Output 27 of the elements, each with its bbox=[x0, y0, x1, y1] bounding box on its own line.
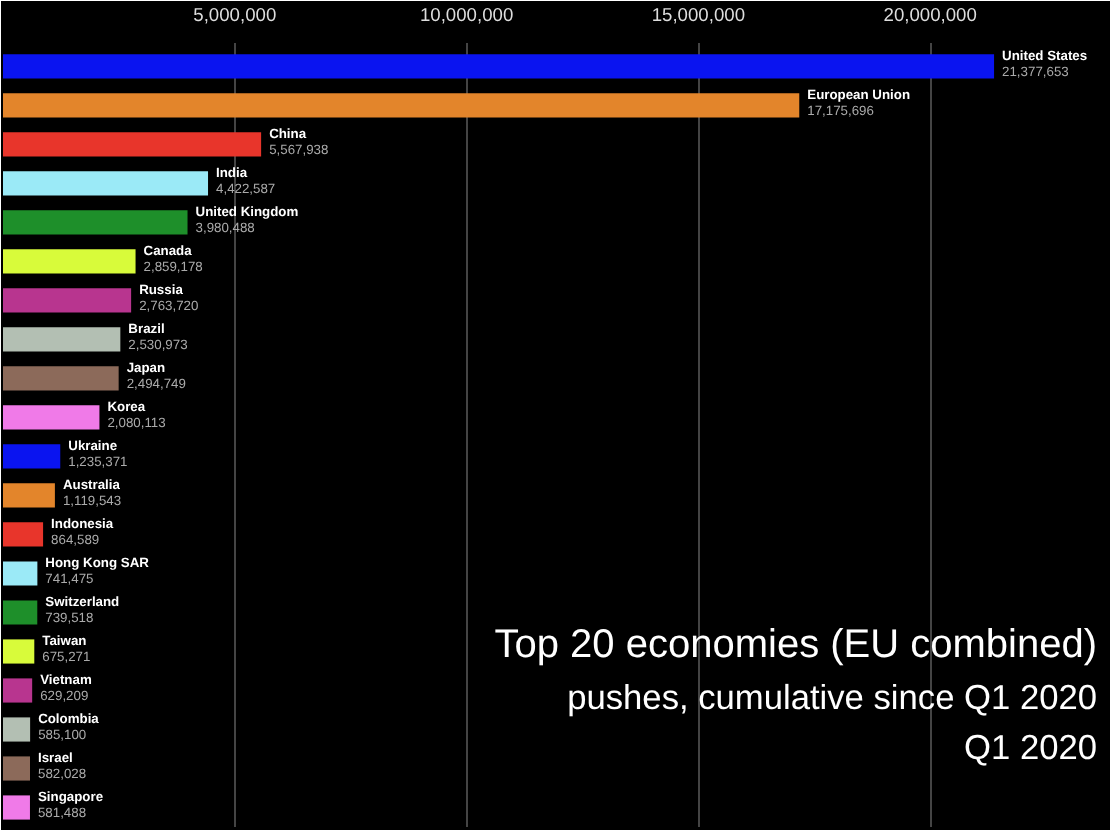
bar bbox=[3, 639, 35, 664]
annotation: Q1 2020 bbox=[964, 727, 1098, 767]
bar bbox=[3, 327, 121, 352]
bar bbox=[3, 795, 30, 820]
bar bbox=[3, 483, 55, 508]
bar bbox=[3, 600, 38, 625]
bar bbox=[3, 522, 44, 547]
bar bbox=[3, 444, 61, 469]
bar bbox=[3, 210, 188, 235]
bar bbox=[3, 93, 800, 118]
bar bbox=[3, 54, 995, 79]
x-tick-label: 5,000,000 bbox=[193, 5, 277, 25]
bar bbox=[3, 405, 100, 430]
bar bbox=[3, 171, 209, 196]
x-tick-label: 15,000,000 bbox=[651, 5, 746, 25]
bar bbox=[3, 561, 38, 586]
bar bbox=[3, 756, 30, 781]
bar bbox=[3, 132, 262, 157]
x-tick-label: 10,000,000 bbox=[419, 5, 514, 25]
bar bbox=[3, 678, 33, 703]
bar bbox=[3, 249, 136, 274]
bar bbox=[3, 717, 31, 742]
bar bbox=[3, 366, 119, 391]
text: pushes, cumulative since Q1 2020 bbox=[567, 677, 1097, 717]
x-tick-label: 20,000,000 bbox=[883, 5, 977, 25]
bar bbox=[3, 288, 132, 313]
text: Top 20 economies (EU combined) bbox=[494, 623, 1098, 667]
